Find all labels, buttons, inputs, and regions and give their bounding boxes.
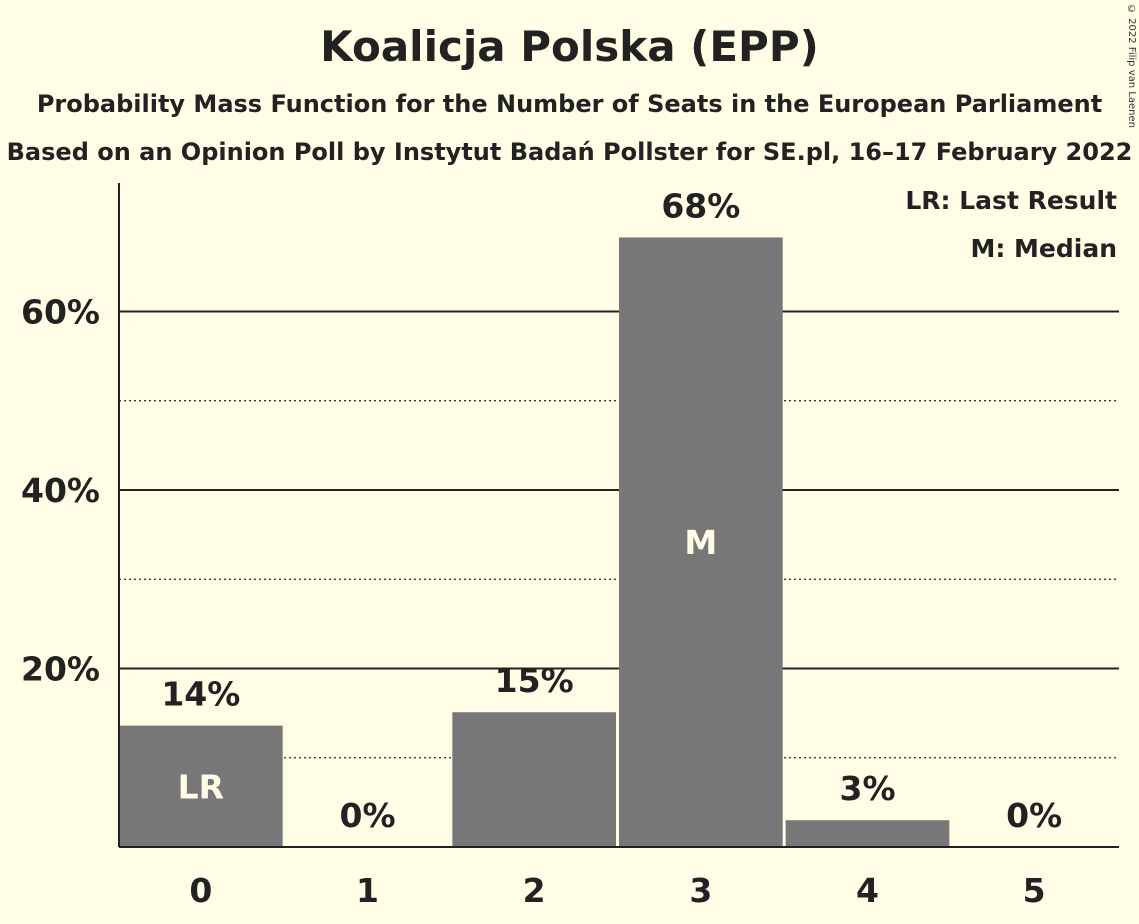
bar-value-label: 0% [1006,796,1062,835]
chart-subtitle: Probability Mass Function for the Number… [36,90,1103,118]
legend-last-result: LR: Last Result [905,186,1117,215]
x-tick-label: 4 [856,871,879,910]
bar-2 [452,712,616,847]
bar-value-label: 15% [495,661,574,700]
bar-3 [619,237,783,847]
marker-lr: LR [178,767,224,806]
x-tick-label: 1 [356,871,379,910]
bar-4 [785,820,950,847]
x-tick-label: 5 [1023,871,1046,910]
bar-value-label: 0% [339,796,395,835]
bar-value-label: 14% [161,675,240,714]
bar-value-label: 68% [661,186,740,225]
x-tick-label: 3 [689,871,712,910]
x-tick-label: 2 [523,871,546,910]
marker-m: M [684,523,717,562]
legend-median: M: Median [970,234,1117,263]
copyright-note: © 2022 Filip van Laenen [1126,4,1137,128]
chart-title: Koalicja Polska (EPP) [320,22,819,71]
y-tick-label: 20% [21,650,100,689]
chart-source: Based on an Opinion Poll by Instytut Bad… [6,138,1133,166]
bar-value-label: 3% [839,769,895,808]
bar-0 [119,725,283,847]
x-tick-label: 0 [189,871,212,910]
y-tick-label: 60% [21,293,100,332]
y-tick-label: 40% [21,471,100,510]
